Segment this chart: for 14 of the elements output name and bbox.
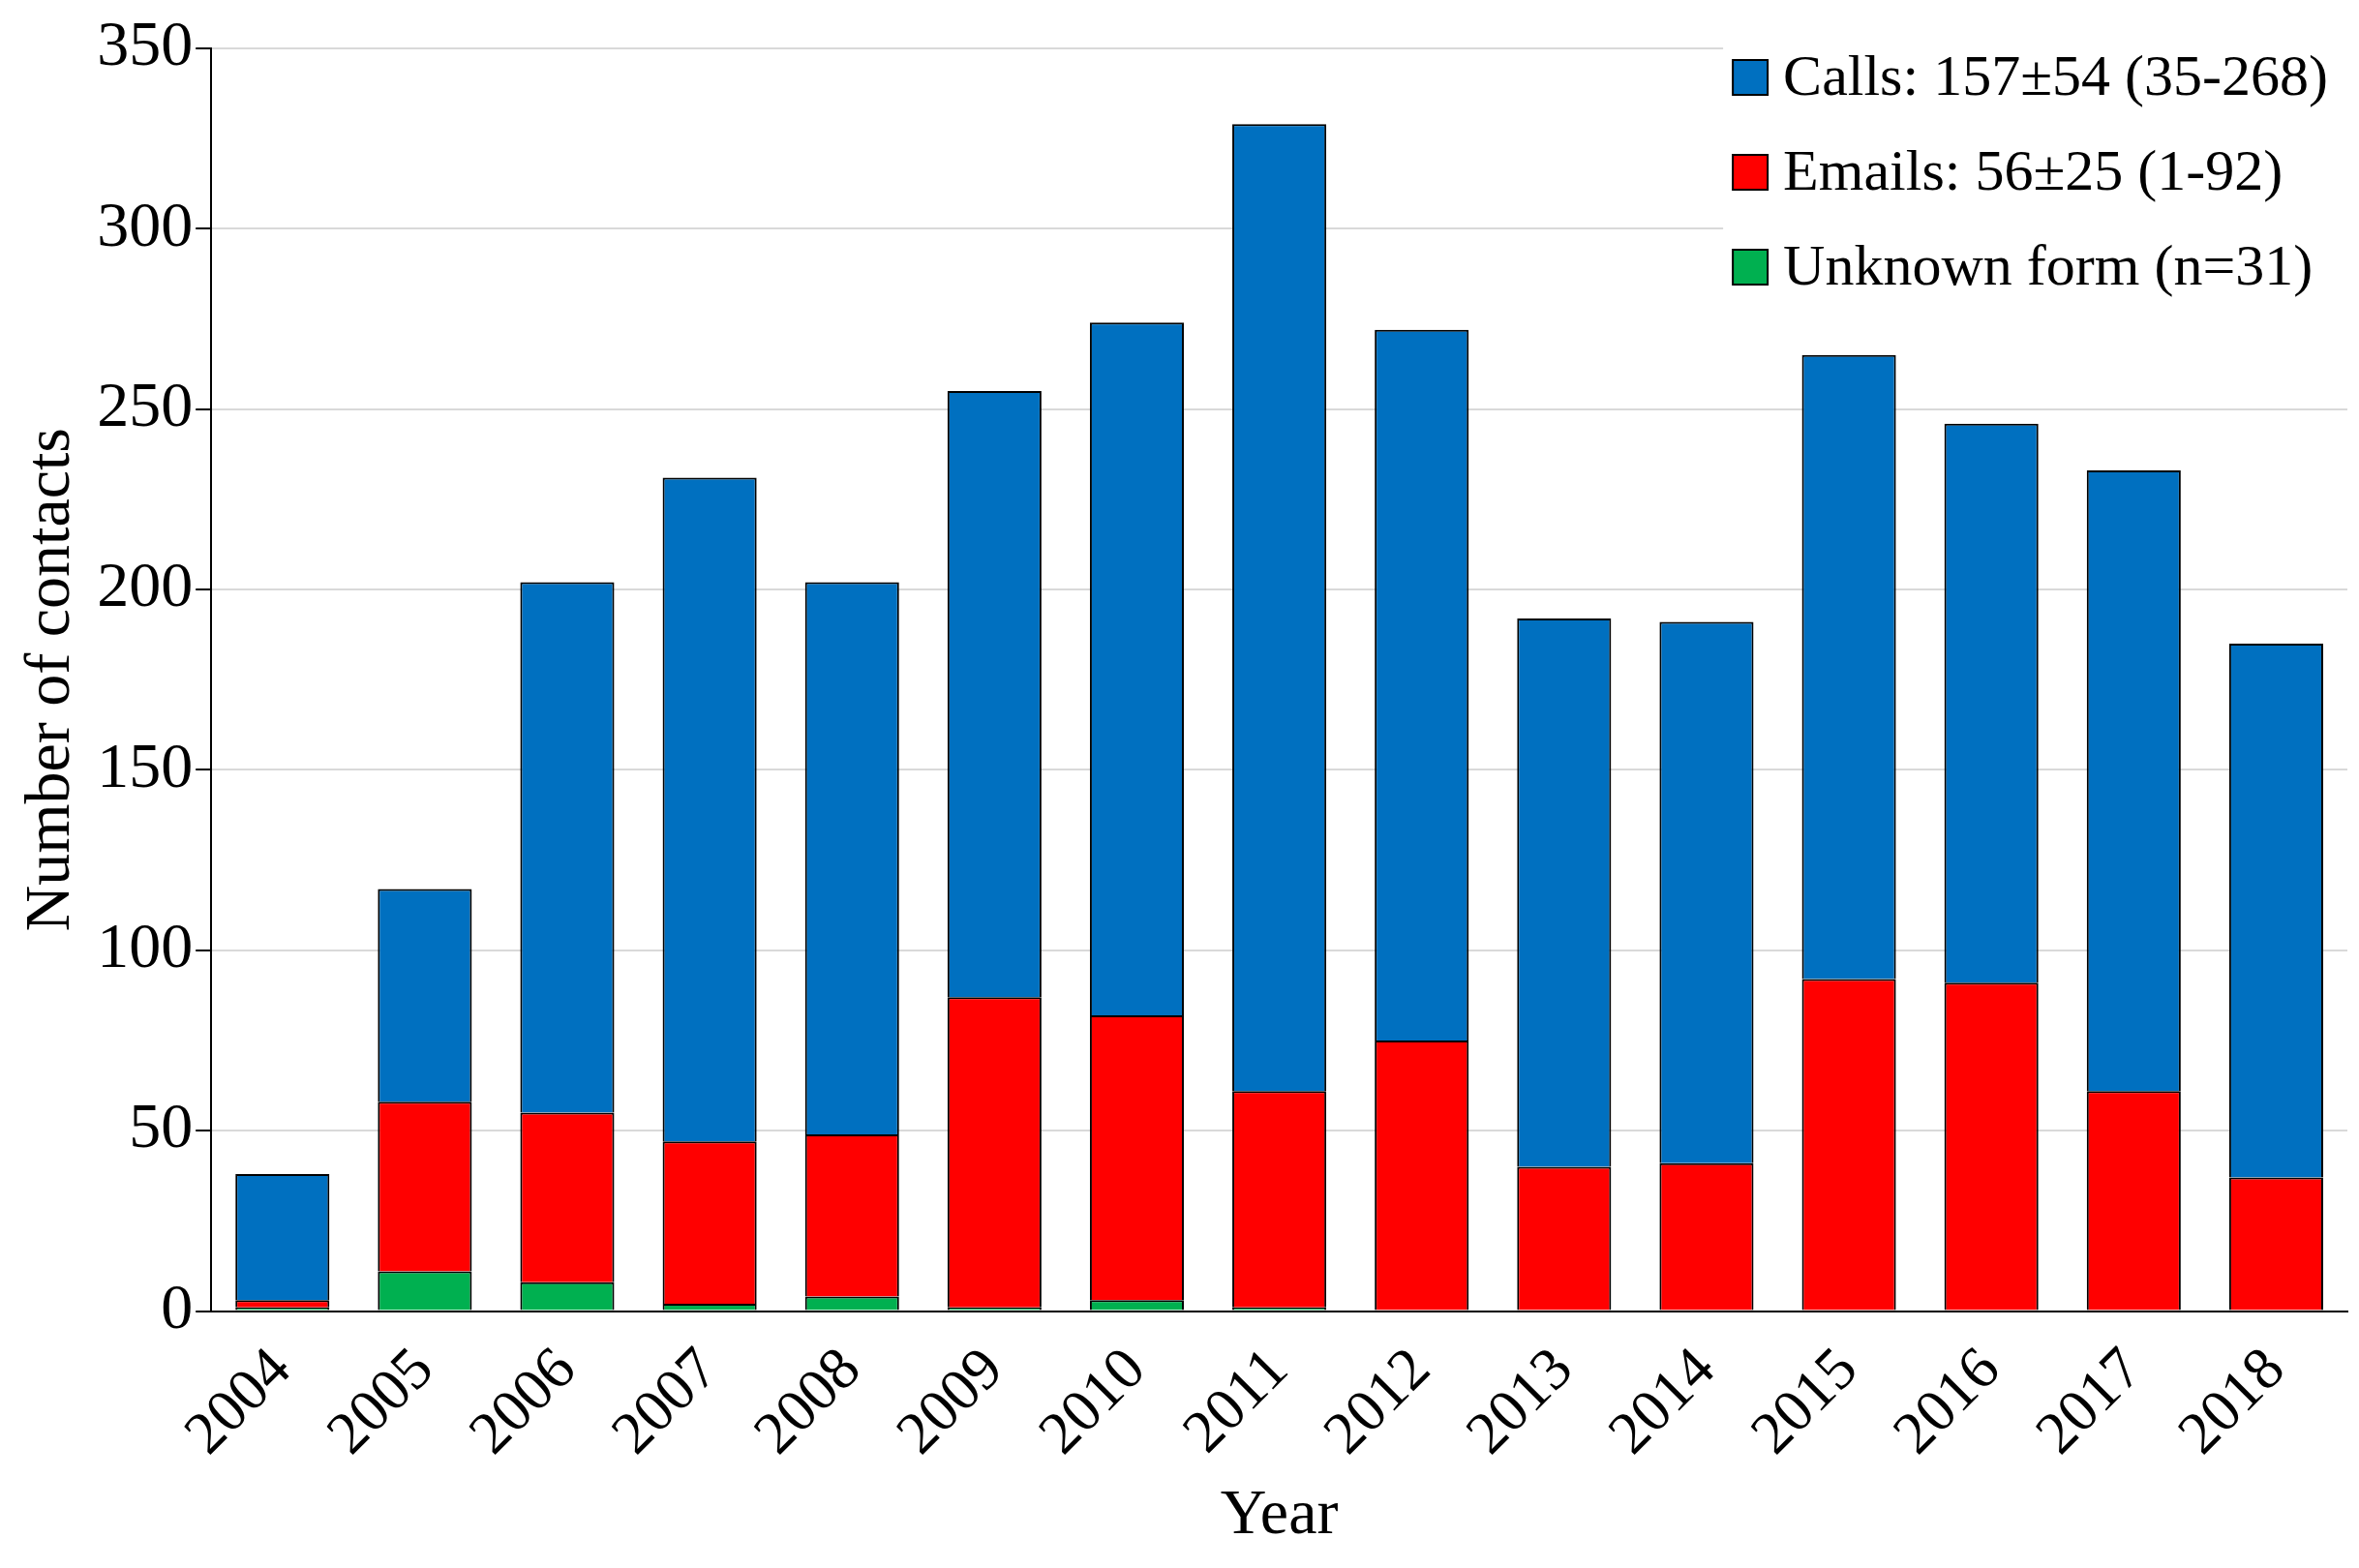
y-tick-label: 100 (97, 910, 194, 981)
legend-label: Calls: 157±54 (35-268) (1783, 43, 2329, 107)
y-tick-label: 350 (97, 8, 194, 79)
legend-label: Emails: 56±25 (1-92) (1783, 137, 2283, 202)
y-tick-label: 50 (129, 1090, 194, 1161)
legend-label: Unknown form (n=31) (1783, 232, 2314, 297)
y-tick-label: 200 (97, 549, 194, 620)
y-tick-label: 250 (97, 369, 194, 440)
y-tick-label: 0 (161, 1270, 194, 1342)
y-tick-label: 300 (97, 188, 194, 259)
y-axis-title: Number of contacts (11, 428, 82, 932)
x-tick-label: 2011 (1169, 1334, 1300, 1464)
y-tick-label: 150 (97, 729, 194, 800)
x-axis-title: Year (1220, 1475, 1339, 1547)
